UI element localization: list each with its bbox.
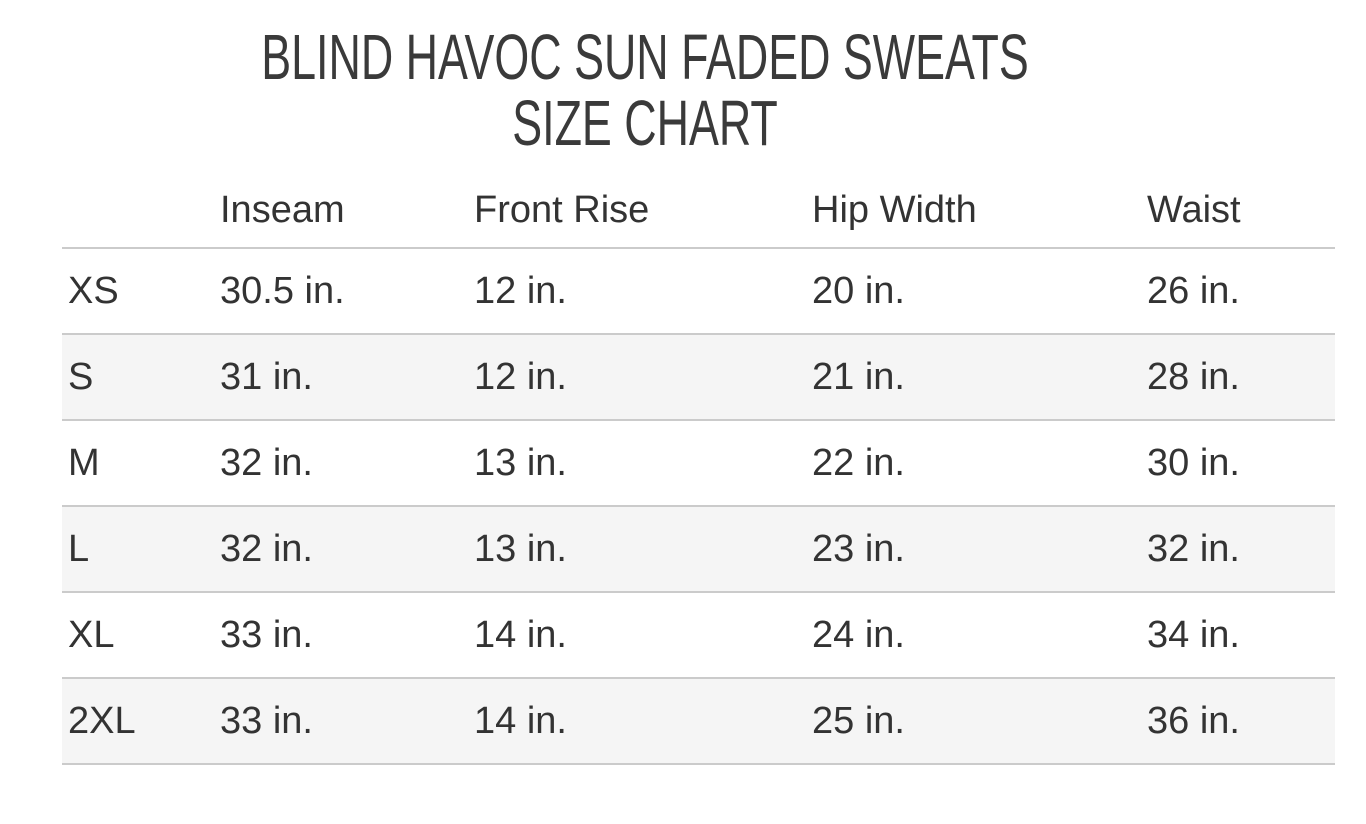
table-row: L 32 in. 13 in. 23 in. 32 in. (62, 507, 1335, 593)
size-cell: XL (68, 613, 115, 656)
header-waist: Waist (1147, 189, 1241, 231)
title-line-2: SIZE CHART (512, 87, 778, 159)
front-rise-cell: 12 in. (474, 355, 567, 398)
header-front-rise: Front Rise (474, 189, 650, 231)
front-rise-cell: 13 in. (474, 527, 567, 570)
hip-width-cell: 23 in. (812, 527, 905, 570)
inseam-cell: 31 in. (220, 355, 313, 398)
front-rise-cell: 14 in. (474, 613, 567, 656)
hip-width-cell: 21 in. (812, 355, 905, 398)
size-cell: XS (68, 269, 119, 312)
table-row: M 32 in. 13 in. 22 in. 30 in. (62, 421, 1335, 507)
size-cell: M (68, 441, 100, 484)
waist-cell: 30 in. (1147, 441, 1240, 484)
front-rise-cell: 12 in. (474, 269, 567, 312)
waist-cell: 32 in. (1147, 527, 1240, 570)
waist-cell: 26 in. (1147, 269, 1240, 312)
table-row: XL 33 in. 14 in. 24 in. 34 in. (62, 593, 1335, 679)
size-table-body: XS 30.5 in. 12 in. 20 in. 26 in. S 31 in. 12 in… (62, 247, 1335, 765)
header-hip-width: Hip Width (812, 189, 977, 231)
hip-width-cell: 24 in. (812, 613, 905, 656)
header-inseam: Inseam (220, 189, 345, 231)
page-title: BLIND HAVOC SUN FADED SWEATS SIZE CHART (0, 24, 1290, 156)
title-line-1: BLIND HAVOC SUN FADED SWEATS (261, 21, 1029, 93)
size-cell: L (68, 527, 90, 570)
waist-cell: 28 in. (1147, 355, 1240, 398)
table-row: XS 30.5 in. 12 in. 20 in. 26 in. (62, 249, 1335, 335)
header-size-blank (62, 188, 220, 232)
front-rise-cell: 13 in. (474, 441, 567, 484)
front-rise-cell: 14 in. (474, 699, 567, 742)
waist-cell: 34 in. (1147, 613, 1240, 656)
table-row: 2XL 33 in. 14 in. 25 in. 36 in. (62, 679, 1335, 765)
inseam-cell: 32 in. (220, 527, 313, 570)
inseam-cell: 33 in. (220, 699, 313, 742)
waist-cell: 36 in. (1147, 699, 1240, 742)
inseam-cell: 32 in. (220, 441, 313, 484)
table-row: S 31 in. 12 in. 21 in. 28 in. (62, 335, 1335, 421)
hip-width-cell: 25 in. (812, 699, 905, 742)
size-cell: 2XL (68, 699, 136, 742)
hip-width-cell: 20 in. (812, 269, 905, 312)
size-cell: S (68, 355, 94, 398)
table-header-row: Inseam Front Rise Hip Width Waist (62, 188, 1335, 232)
inseam-cell: 33 in. (220, 613, 313, 656)
inseam-cell: 30.5 in. (220, 269, 345, 312)
hip-width-cell: 22 in. (812, 441, 905, 484)
